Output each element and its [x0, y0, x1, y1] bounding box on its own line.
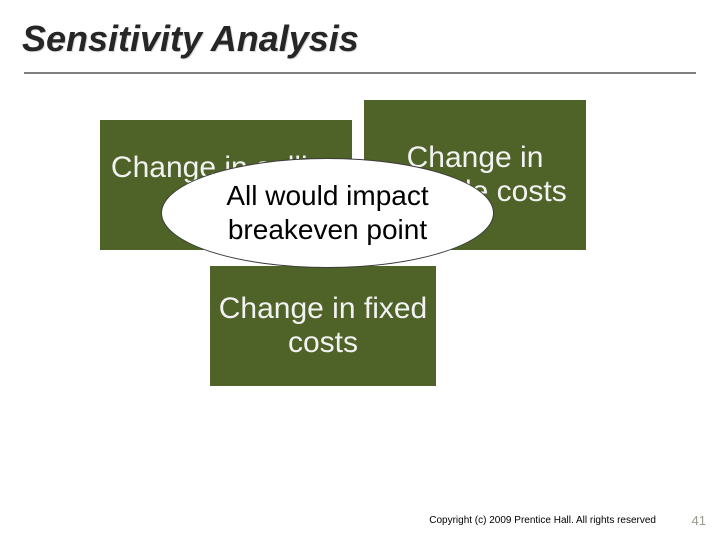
ellipse-callout: All would impact breakeven point — [161, 158, 494, 268]
slide: Sensitivity Analysis Change in selling p… — [0, 0, 720, 540]
copyright-text: Copyright (c) 2009 Prentice Hall. All ri… — [429, 515, 656, 526]
page-number: 41 — [692, 513, 706, 528]
box-fixed-costs: Change in fixed costs — [210, 266, 436, 386]
title-underline — [24, 72, 696, 74]
slide-title: Sensitivity Analysis — [22, 18, 359, 60]
